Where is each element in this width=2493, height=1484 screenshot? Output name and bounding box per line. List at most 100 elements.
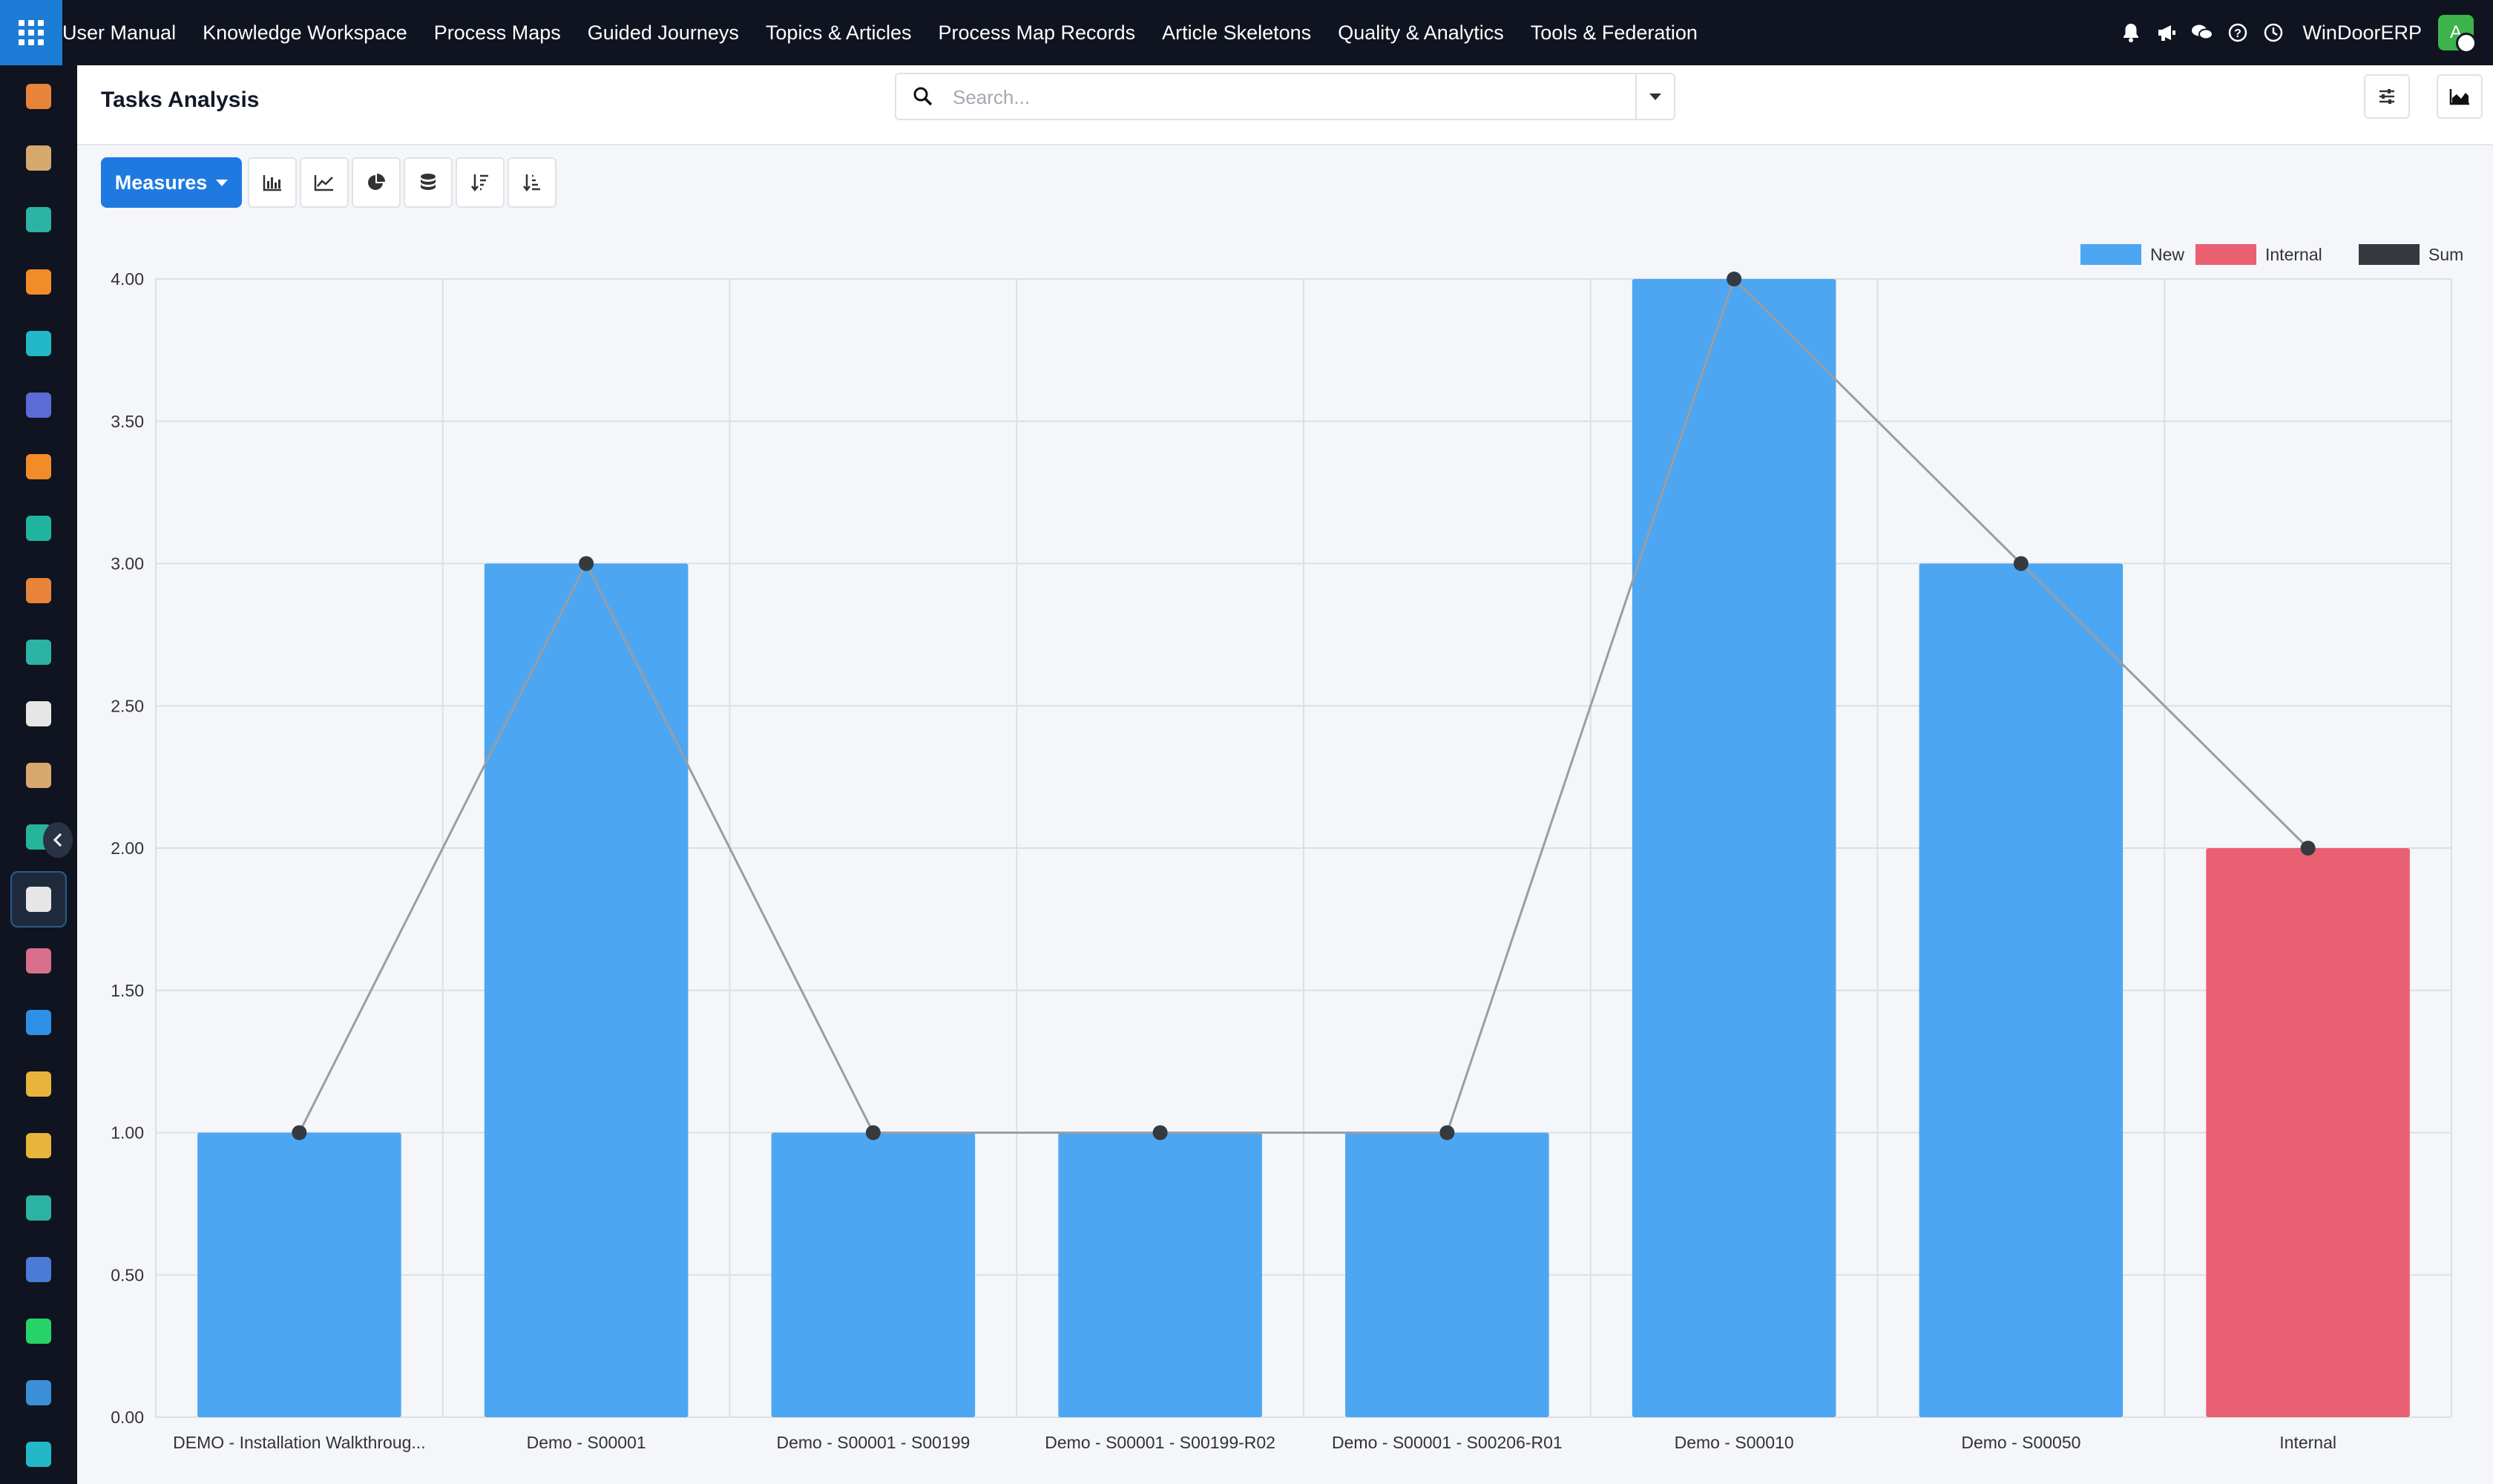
sort-descending-button[interactable]: [456, 157, 505, 208]
dashboards-app-icon: [26, 1256, 51, 1282]
y-tick-label: 1.50: [111, 981, 144, 1000]
menu-tools-federation[interactable]: Tools & Federation: [1530, 21, 1698, 44]
control-panel: Tasks Analysis: [77, 65, 2493, 145]
search-icon: [913, 87, 933, 106]
chat-icon[interactable]: [2191, 22, 2214, 44]
legend-swatch-sum: [2359, 244, 2420, 265]
sidebar-item-studio[interactable]: [10, 130, 67, 186]
y-tick-label: 2.50: [111, 696, 144, 715]
livechat-app-icon: [26, 454, 51, 480]
contacts-app-icon: [26, 207, 51, 233]
y-tick-label: 1.00: [111, 1123, 144, 1143]
apps-menu-button[interactable]: [0, 0, 62, 65]
point-sum: [1439, 1125, 1455, 1140]
legend-swatch-internal: [2195, 244, 2256, 265]
sidebar-collapse-button[interactable]: [43, 822, 73, 858]
line-chart-button[interactable]: [300, 157, 349, 208]
sidebar-item-studio2[interactable]: [10, 747, 67, 804]
website-app-icon: [26, 330, 51, 356]
x-tick-label: Demo - S00001 - S00199: [776, 1433, 970, 1452]
sort-ascending-icon: [523, 174, 540, 192]
search-options-toggle[interactable]: [1635, 74, 1674, 119]
calendar-app-icon: [26, 1133, 51, 1159]
sidebar-item-timer[interactable]: [10, 1365, 67, 1421]
x-tick-label: Internal: [2279, 1433, 2336, 1452]
area-chart-icon: [2449, 89, 2469, 105]
sidebar-item-website2[interactable]: [10, 1426, 67, 1483]
menu-user-manual[interactable]: User Manual: [62, 21, 177, 44]
reporting-app-icon: [26, 577, 51, 603]
modules-app-icon: [26, 701, 51, 726]
main-menu: User Manual Knowledge Workspace Process …: [62, 0, 1724, 65]
bar-new: [1919, 563, 2124, 1417]
sidebar-item-employees[interactable]: [10, 624, 67, 680]
measures-button[interactable]: Measures: [101, 157, 242, 208]
sidebar-item-invoicing[interactable]: [10, 994, 67, 1051]
y-tick-label: 3.50: [111, 412, 144, 431]
x-tick-label: Demo - S00001: [527, 1433, 646, 1452]
clock-icon[interactable]: [2262, 22, 2285, 44]
database-icon: [421, 174, 436, 190]
studio-app-icon: [26, 145, 51, 171]
megaphone-icon[interactable]: [2155, 22, 2178, 44]
menu-process-map-records[interactable]: Process Map Records: [938, 21, 1136, 44]
chevron-down-icon: [1649, 93, 1661, 100]
point-sum: [2300, 841, 2316, 856]
sidebar-item-livechat[interactable]: [10, 439, 67, 495]
bar-new: [1058, 1132, 1262, 1417]
sidebar-item-modules[interactable]: [10, 686, 67, 742]
legend-label-sum: Sum: [2428, 245, 2463, 264]
company-name[interactable]: WinDoorERP: [2302, 21, 2422, 44]
grid-icon: [19, 20, 44, 45]
sidebar-item-reporting[interactable]: [10, 562, 67, 619]
view-settings-button[interactable]: [2364, 74, 2410, 119]
knowledge-app-icon: [26, 886, 51, 912]
menu-guided-journeys[interactable]: Guided Journeys: [587, 21, 739, 44]
sidebar-item-sign[interactable]: [10, 1180, 67, 1236]
sidebar-item-discuss[interactable]: [10, 254, 67, 310]
email-app-icon: [26, 393, 51, 418]
user-avatar[interactable]: A: [2438, 15, 2477, 53]
menu-quality-analytics[interactable]: Quality & Analytics: [1338, 21, 1504, 44]
bar-new: [1632, 279, 1836, 1417]
bar-new: [484, 563, 689, 1417]
point-sum: [292, 1125, 307, 1140]
sidebar-item-calendar[interactable]: [10, 1117, 67, 1174]
point-sum: [1152, 1125, 1168, 1140]
whatsapp-app-icon: [26, 1319, 51, 1344]
invoicing-app-icon: [26, 1010, 51, 1035]
line-sum: [298, 277, 2309, 1134]
sidebar-item-sales[interactable]: [10, 68, 67, 125]
stacked-button[interactable]: [404, 157, 453, 208]
discuss-app-icon: [26, 269, 51, 295]
sidebar-item-email[interactable]: [10, 377, 67, 433]
systray: ? WinDoorERP A: [2106, 0, 2477, 65]
sidebar-item-project[interactable]: [10, 500, 67, 556]
sidebar-item-inventory[interactable]: [10, 933, 67, 989]
graph-view-button[interactable]: [2437, 74, 2483, 119]
menu-knowledge-workspace[interactable]: Knowledge Workspace: [203, 21, 407, 44]
sidebar-item-team[interactable]: [10, 1056, 67, 1112]
sidebar-item-whatsapp[interactable]: [10, 1303, 67, 1359]
sort-ascending-button[interactable]: [508, 157, 556, 208]
sidebar-item-dashboards[interactable]: [10, 1241, 67, 1298]
pie-chart-icon: [368, 174, 385, 190]
sidebar-item-website[interactable]: [10, 315, 67, 372]
menu-process-maps[interactable]: Process Maps: [433, 21, 561, 44]
pie-chart-button[interactable]: [352, 157, 401, 208]
search-input[interactable]: [951, 82, 1607, 113]
sidebar-item-contacts[interactable]: [10, 191, 67, 248]
bar-new: [197, 1132, 401, 1417]
menu-topics-articles[interactable]: Topics & Articles: [765, 21, 912, 44]
bar-internal: [2206, 848, 2410, 1417]
legend-label-new: New: [2150, 245, 2184, 264]
menu-article-skeletons[interactable]: Article Skeletons: [1162, 21, 1312, 44]
point-sum: [1727, 272, 1742, 286]
bar-chart-button[interactable]: [248, 157, 297, 208]
sidebar-item-knowledge[interactable]: [10, 870, 67, 928]
help-icon[interactable]: ?: [2227, 22, 2249, 44]
sort-descending-icon: [471, 174, 488, 192]
bell-icon[interactable]: [2120, 22, 2142, 44]
y-tick-label: 4.00: [111, 269, 144, 289]
point-sum: [865, 1125, 881, 1140]
